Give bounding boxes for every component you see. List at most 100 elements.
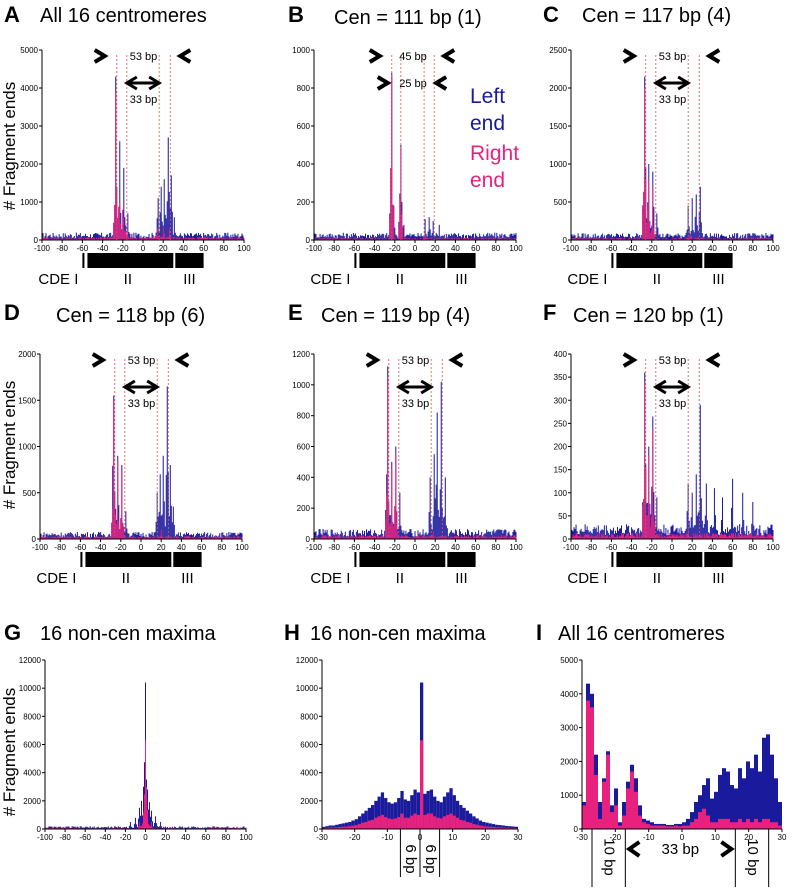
bar-right-end (100, 237, 102, 240)
bar-left-end (619, 234, 621, 240)
bar-right-end (67, 238, 69, 240)
bar-right-end (592, 238, 594, 240)
bar-left-end (128, 825, 130, 829)
cde-prefix-label: CDE I (567, 570, 607, 587)
x-tick-label: 100 (509, 244, 523, 253)
bar-right-end (328, 827, 332, 829)
bar-left-end (490, 235, 492, 240)
bar-right-end (602, 238, 604, 240)
panel-h-title: 16 non-cen maxima (310, 623, 487, 645)
bar-right-end (600, 533, 602, 539)
bar-right-end (742, 534, 744, 539)
bar-right-end (514, 238, 516, 240)
bar-right-end (690, 536, 692, 539)
bar-right-end (694, 238, 696, 240)
bar-left-end (166, 201, 168, 240)
y-tick-label: 10000 (296, 684, 319, 693)
bar-left-end (694, 525, 696, 539)
bar-right-end (156, 228, 158, 240)
bar-left-end (123, 826, 125, 829)
bar-left-end (665, 235, 667, 240)
y-tick-label: 600 (297, 122, 311, 131)
bar-left-end (133, 532, 135, 539)
bar-right-end (770, 534, 772, 539)
bar-left-end (641, 234, 643, 240)
bar-left-end (98, 827, 100, 829)
bar-right-end (74, 238, 76, 240)
bar-left-end (179, 233, 181, 240)
bar-right-end (717, 237, 719, 240)
bar-left-end (674, 235, 676, 240)
bar-left-end (226, 235, 228, 240)
bar-left-end (174, 536, 176, 539)
bar-right-end (446, 237, 448, 240)
bar-right-end (631, 238, 633, 240)
bar-right-end (61, 537, 63, 539)
bar-right-end (377, 816, 381, 829)
bar-right-end (206, 237, 208, 240)
bar-right-end (678, 535, 680, 539)
bar-left-end (109, 827, 111, 829)
bar-right-end (105, 536, 107, 539)
bar-right-end (330, 238, 332, 240)
bar-right-end (474, 237, 476, 240)
bar-right-end (477, 535, 479, 539)
bar-left-end (439, 802, 443, 829)
bar-left-end (402, 532, 404, 539)
bar-left-end (677, 532, 679, 539)
bar-right-end (97, 536, 99, 539)
bar-right-end (615, 238, 617, 240)
bar-left-end (205, 827, 207, 829)
bar-right-end (629, 238, 631, 240)
bar-left-end (633, 236, 635, 240)
bar-right-end (466, 238, 468, 240)
bar-right-end (125, 536, 127, 539)
bar-left-end (479, 535, 481, 539)
bar-right-end (168, 228, 170, 240)
bar-right-end (474, 535, 476, 539)
bar-left-end (136, 827, 138, 829)
bar-right-end (701, 237, 703, 240)
bar-left-end (730, 528, 732, 539)
bar-left-end (230, 234, 232, 240)
bar-right-end (320, 537, 322, 539)
bar-right-end (59, 238, 61, 240)
bar-right-end (89, 537, 92, 539)
bar-right-end (148, 823, 150, 829)
x-tick-label: 100 (235, 543, 249, 552)
cde-iii-label: III (181, 570, 194, 587)
bar-left-end (771, 524, 773, 539)
bar-right-end (442, 535, 444, 539)
bar-left-end (189, 233, 191, 240)
bar-right-end (721, 534, 724, 539)
bar-left-end (429, 789, 434, 829)
bar-left-end (758, 771, 762, 829)
bar-right-end (762, 818, 766, 829)
bar-right-end (202, 537, 204, 539)
bar-right-end (122, 209, 124, 240)
bar-right-end (66, 827, 68, 829)
bar-right-end (437, 536, 439, 539)
bar-left-end (721, 235, 724, 240)
bar-right-end (329, 238, 331, 240)
bar-left-end (465, 810, 469, 829)
bar-right-end (223, 238, 225, 240)
bar-left-end (200, 827, 202, 829)
bar-right-end (771, 535, 773, 539)
bar-right-end (694, 533, 696, 539)
bar-right-end (138, 536, 140, 539)
panel-letter-f: F (543, 300, 556, 325)
bar-right-end (642, 822, 646, 829)
bar-right-end (663, 537, 665, 539)
bar-left-end (671, 235, 673, 240)
bar-left-end (597, 525, 599, 539)
bar-right-end (156, 537, 158, 539)
bar-right-end (211, 238, 213, 240)
bar-right-end (470, 537, 472, 539)
bar-left-end (513, 529, 515, 539)
bar-right-end (161, 236, 163, 240)
bar-right-end (341, 237, 343, 240)
bar-right-end (439, 237, 441, 240)
bar-right-end (588, 238, 590, 240)
